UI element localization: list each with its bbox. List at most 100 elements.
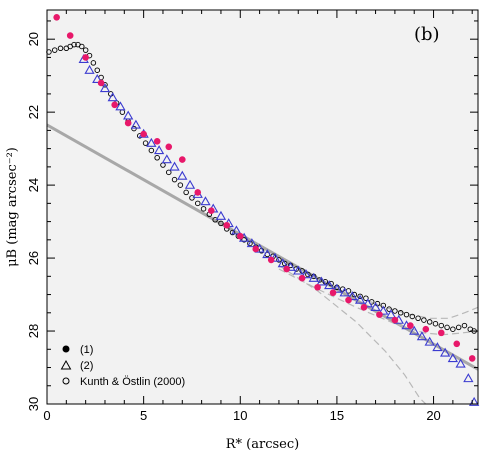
point-series-1 (178, 156, 186, 163)
point-series-3 (82, 47, 89, 53)
point-series-3 (351, 291, 358, 298)
point-series-2 (107, 92, 118, 102)
point-series-3 (229, 229, 236, 236)
point-series-3 (148, 147, 155, 154)
point-series-3 (241, 237, 247, 243)
plot-background (47, 10, 478, 404)
point-series-2 (169, 161, 180, 171)
point-series-2 (455, 358, 466, 368)
point-series-1 (298, 274, 306, 282)
y-tick-label: 28 (26, 324, 41, 338)
point-series-2 (99, 83, 111, 93)
legend-marker-open-triangle (60, 359, 72, 370)
point-series-3 (195, 200, 201, 207)
point-series-2 (231, 225, 242, 235)
point-series-2 (385, 309, 397, 319)
point-series-2 (123, 110, 134, 120)
point-series-1 (165, 143, 173, 151)
point-series-3 (71, 41, 77, 48)
point-series-3 (426, 319, 433, 325)
point-series-3 (166, 169, 172, 176)
point-series-2 (370, 302, 381, 312)
point-series-3 (154, 154, 160, 161)
legend-label-3: Kunth & Östlin (2000) (80, 376, 185, 388)
legend-label-1: (1) (80, 344, 93, 356)
point-series-1 (66, 32, 74, 39)
point-series-3 (415, 315, 421, 322)
point-series-1 (453, 340, 461, 348)
y-tick-label: 24 (26, 178, 41, 192)
point-series-1 (376, 311, 383, 318)
point-series-2 (378, 305, 389, 315)
point-series-3 (403, 311, 410, 318)
point-series-3 (444, 324, 450, 331)
point-series-2 (300, 269, 312, 279)
point-series-2 (324, 280, 335, 290)
point-series-2 (362, 298, 373, 308)
x-tick-label: 15 (330, 408, 344, 423)
dashed-line-1 (278, 264, 427, 405)
point-series-1 (223, 221, 231, 229)
point-series-2 (115, 101, 126, 111)
point-series-2 (339, 287, 350, 297)
point-series-1 (468, 355, 476, 362)
point-series-3 (455, 324, 462, 331)
series-layer (46, 13, 480, 406)
point-series-1 (267, 256, 275, 264)
point-series-2 (146, 137, 157, 147)
point-series-1 (283, 265, 290, 273)
point-series-1 (391, 316, 399, 324)
point-series-1 (407, 322, 414, 329)
point-series-3 (392, 308, 398, 314)
point-series-1 (236, 232, 244, 240)
point-series-3 (281, 260, 288, 267)
point-series-3 (200, 206, 207, 212)
legend-label-2: (2) (80, 360, 93, 372)
point-series-1 (345, 296, 352, 304)
point-series-1 (422, 325, 430, 333)
point-series-1 (329, 289, 337, 297)
point-series-2 (424, 336, 435, 346)
point-series-3 (305, 271, 311, 278)
point-series-2 (463, 373, 474, 383)
point-series-3 (438, 322, 445, 329)
point-series-3 (421, 317, 427, 323)
point-series-2 (347, 291, 358, 301)
legend-marker-filled-circle (62, 345, 70, 353)
point-series-3 (94, 67, 101, 73)
point-series-3 (432, 320, 439, 327)
x-tick-label: 0 (43, 408, 50, 423)
point-series-2 (177, 170, 188, 180)
point-series-2 (354, 294, 366, 304)
point-series-1 (437, 329, 445, 337)
point-series-3 (397, 310, 404, 316)
point-series-2 (439, 347, 451, 357)
point-series-1 (82, 54, 89, 61)
point-series-2 (246, 238, 258, 248)
panel-label: (b) (414, 24, 440, 45)
point-series-1 (360, 304, 368, 311)
point-series-2 (447, 353, 459, 363)
point-series-1 (53, 13, 60, 21)
point-series-2 (293, 265, 304, 275)
point-series-2 (161, 154, 172, 164)
y-tick-label: 30 (26, 397, 41, 411)
point-series-3 (51, 47, 58, 53)
point-series-1 (207, 207, 215, 214)
y-tick-label: 26 (26, 251, 41, 265)
point-series-2 (409, 325, 420, 335)
point-series-3 (461, 322, 468, 329)
point-series-1 (252, 245, 260, 253)
dashed-line-3 (355, 295, 479, 319)
x-tick-label: 20 (426, 408, 440, 423)
point-series-1 (194, 189, 202, 196)
point-series-2 (200, 196, 211, 206)
point-series-2 (184, 179, 196, 189)
legend: (1) (2) Kunth & Östlin (2000) (60, 344, 185, 388)
point-series-3 (177, 182, 184, 188)
x-tick-label: 5 (140, 408, 147, 423)
point-series-2 (262, 249, 273, 259)
point-series-3 (409, 313, 416, 320)
point-series-3 (276, 257, 282, 263)
point-series-2 (432, 342, 443, 352)
